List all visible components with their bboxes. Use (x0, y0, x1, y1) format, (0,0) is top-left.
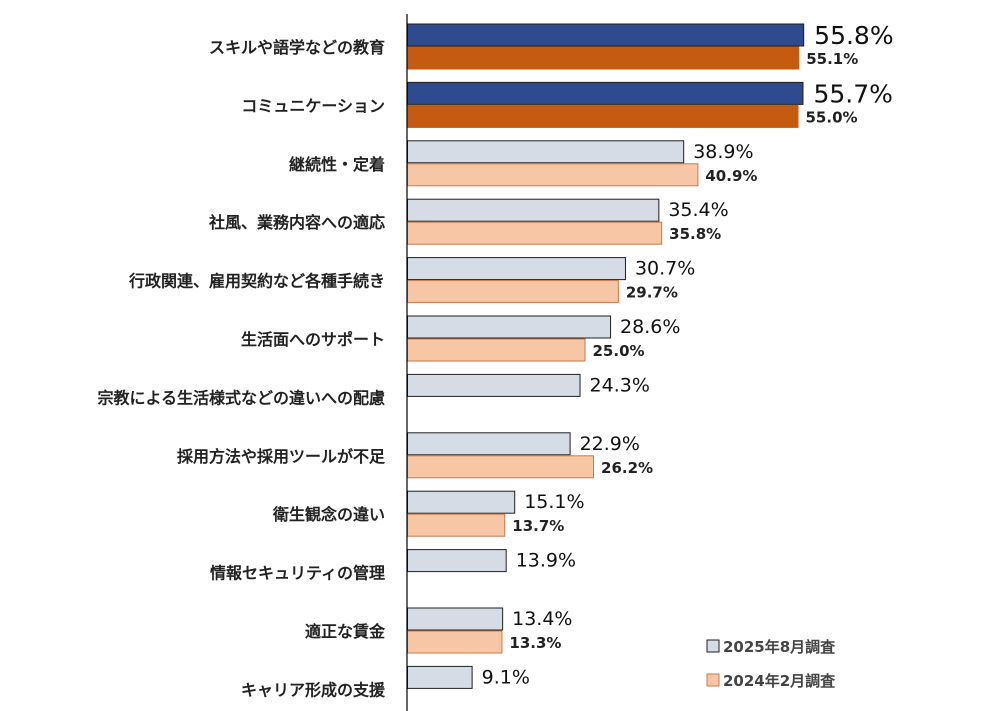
legend-swatch-2025 (706, 639, 720, 653)
bar-2024 (407, 280, 619, 304)
bar-2024 (407, 104, 799, 128)
category-label: 情報セキュリティの管理 (210, 564, 385, 583)
category-label: 生活面へのサポート (241, 330, 385, 349)
bar-2025 (407, 81, 804, 105)
value-label-2025: 38.9% (693, 141, 753, 163)
bar-2025 (407, 373, 581, 397)
value-label-2025: 13.9% (516, 550, 576, 572)
legend-swatch-2024 (706, 673, 720, 687)
value-label-2024: 35.8% (669, 225, 721, 243)
value-label-2024: 29.7% (626, 284, 678, 302)
value-label-2025: 30.7% (635, 258, 695, 280)
bar-2024 (407, 455, 595, 479)
value-label-2024: 40.9% (705, 167, 757, 185)
value-label-2025: 13.4% (512, 608, 572, 630)
bar-2025 (407, 257, 626, 281)
category-label: 社風、業務内容への適応 (208, 213, 385, 232)
value-label-2025: 15.1% (524, 491, 584, 513)
category-label: コミュニケーション (241, 96, 385, 115)
value-label-2024: 55.1% (806, 50, 858, 68)
bar-2025 (407, 140, 685, 164)
value-label-2025: 28.6% (620, 316, 680, 338)
value-label-2025: 55.7% (813, 79, 892, 108)
bar-2024 (407, 338, 586, 362)
value-label-2024: 13.3% (509, 634, 561, 652)
bar-2024 (407, 221, 663, 245)
legend-label-2025: 2025年8月調査 (723, 638, 836, 656)
value-label-2024: 25.0% (593, 342, 645, 360)
category-label: 宗教による生活様式などの違いへの配慮 (97, 388, 385, 407)
category-label: キャリア形成の支援 (241, 680, 386, 699)
value-label-2024: 13.7% (512, 517, 564, 535)
value-label-2025: 24.3% (590, 374, 650, 396)
legend: 2025年8月調査 2024年2月調査 (706, 638, 836, 690)
bar-2025 (407, 665, 473, 689)
category-label: 行政関連、雇用契約など各種手続き (128, 272, 385, 291)
category-label: 適正な賃金 (305, 622, 386, 641)
category-label: 衛生観念の違い (272, 505, 385, 524)
bar-2024 (407, 513, 506, 537)
bar-2024 (407, 163, 699, 187)
category-label: 継続性・定着 (289, 155, 385, 174)
bar-2025 (407, 549, 507, 573)
bar-2024 (407, 46, 800, 70)
category-labels: スキルや語学などの教育コミュニケーション継続性・定着社風、業務内容への適応行政関… (97, 38, 386, 699)
value-label-2024: 26.2% (601, 459, 653, 477)
bar-2025 (407, 432, 571, 456)
bar-2025 (407, 490, 516, 514)
legend-label-2024: 2024年2月調査 (723, 672, 836, 690)
value-label-2025: 9.1% (482, 666, 530, 688)
value-label-2025: 22.9% (580, 433, 640, 455)
category-label: スキルや語学などの教育 (209, 38, 385, 57)
value-labels: 55.8%55.1% 55.7%55.0% 38.9% 40.9% 35.4% 35.8%… (482, 21, 894, 688)
value-label-2024: 55.0% (806, 108, 858, 126)
value-label-2025: 55.8% (814, 21, 893, 50)
bar-2025 (407, 198, 660, 222)
bar-2024 (407, 630, 503, 654)
bar-2025 (407, 315, 612, 339)
category-label: 採用方法や採用ツールが不足 (177, 447, 386, 466)
bar-2025 (407, 23, 805, 47)
value-label-2025: 35.4% (668, 199, 728, 221)
bar-2025 (407, 607, 504, 631)
